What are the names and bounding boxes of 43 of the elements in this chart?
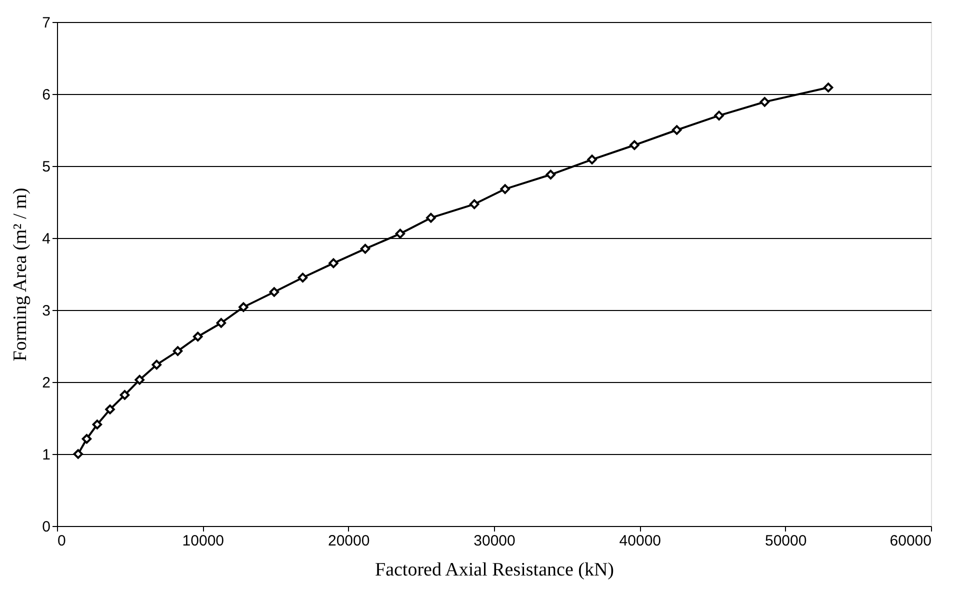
point	[630, 140, 640, 150]
x-tick-label: 40000	[619, 532, 662, 550]
point	[192, 332, 203, 342]
point	[500, 184, 510, 194]
y-tick-label: 6	[42, 86, 50, 104]
point	[328, 258, 338, 268]
point	[823, 82, 834, 92]
point	[587, 154, 597, 164]
point	[714, 110, 724, 120]
y-tick-label: 1	[42, 446, 50, 464]
point	[134, 374, 144, 385]
point	[269, 287, 280, 297]
x-tick-label: 50000	[764, 532, 807, 550]
point	[546, 170, 556, 180]
point	[92, 420, 102, 430]
y-tick-label: 5	[42, 158, 50, 176]
x-tick-label: 20000	[328, 532, 370, 550]
point	[73, 449, 83, 459]
point	[172, 346, 183, 356]
y-tick-label: 4	[42, 230, 50, 248]
point	[426, 212, 436, 223]
x-tick-label: 10000	[182, 532, 224, 550]
x-tick-label: 60000	[890, 532, 932, 550]
point	[672, 125, 682, 135]
y-tick-label: 0	[42, 518, 50, 536]
y-tick-label: 2	[42, 374, 50, 392]
x-tick-label: 0	[58, 532, 66, 550]
point	[760, 97, 770, 107]
x-axis-title: Factored Axial Resistance (kN)	[374, 560, 614, 580]
point	[152, 360, 162, 370]
point	[238, 302, 248, 312]
point	[216, 318, 226, 328]
point	[105, 404, 115, 414]
y-axis-title: Forming Area (m² / m)	[10, 188, 32, 362]
point	[298, 272, 308, 282]
point	[360, 244, 370, 254]
x-tick-label: 30000	[474, 532, 516, 550]
point	[82, 434, 92, 444]
point	[469, 199, 480, 210]
point	[395, 228, 406, 239]
y-tick-label: 3	[42, 302, 50, 320]
point	[120, 390, 130, 400]
y-tick-label: 7	[42, 14, 50, 32]
